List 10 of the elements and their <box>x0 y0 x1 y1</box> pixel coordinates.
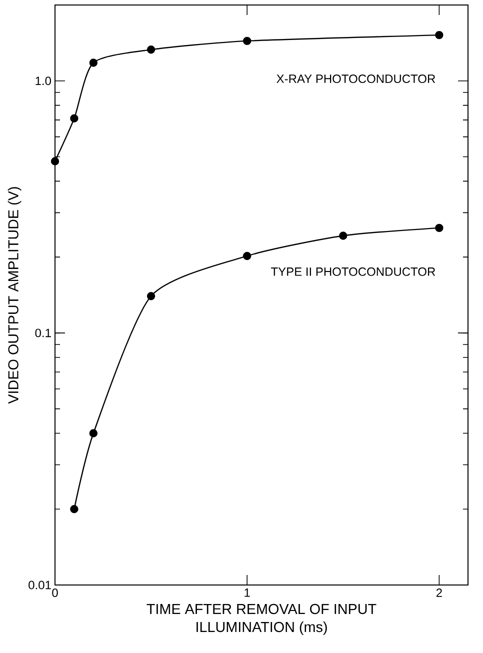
y-tick-label: 0.1 <box>35 328 51 338</box>
x-tick-label: 2 <box>436 588 442 597</box>
y-axis-title: VIDEO OUTPUT AMPLITUDE (V) <box>8 187 22 404</box>
series-label: TYPE II PHOTOCONDUCTOR <box>271 267 436 276</box>
x-tick-label: 1 <box>244 588 250 597</box>
legend-label: X-RAY PHOTOCONDUCTOR <box>276 74 436 84</box>
x-axis-title: TIME AFTER REMOVAL OF INPUT ILLUMINATION (ms) <box>146 604 376 635</box>
x-tick-label: 0 <box>52 588 58 598</box>
y-tick-label: 0.01 <box>28 580 51 590</box>
y-tick-label: 1.0 <box>36 76 52 86</box>
